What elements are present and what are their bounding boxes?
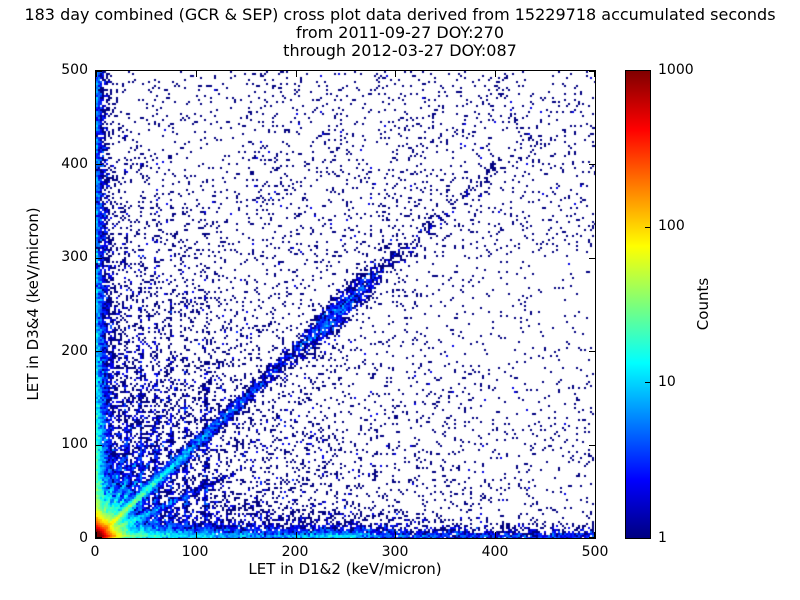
tick-mark: [589, 445, 595, 446]
figure-subtitle-through: through 2012-03-27 DOY:087: [283, 41, 517, 60]
x-axis-label: LET in D1&2 (keV/micron): [248, 560, 442, 578]
figure-subtitle-from: from 2011-09-27 DOY:270: [295, 23, 504, 42]
colorbar-tick-label: 10: [658, 374, 676, 390]
tick-mark: [96, 71, 97, 77]
tick-mark: [96, 71, 102, 72]
x-tick-label: 400: [481, 544, 509, 560]
tick-mark: [96, 537, 102, 538]
x-tick-label: 500: [581, 544, 609, 560]
y-tick-label: 300: [61, 249, 88, 265]
tick-mark: [96, 258, 102, 259]
tick-mark: [296, 532, 297, 538]
y-axis-label: LET in D3&4 (keV/micron): [24, 207, 42, 401]
tick-mark: [589, 351, 595, 352]
tick-mark: [495, 71, 496, 77]
colorbar-label: Counts: [694, 277, 712, 331]
tick-mark: [645, 382, 650, 383]
plot-area: [95, 70, 596, 539]
tick-mark: [395, 71, 396, 77]
x-tick-label: 100: [181, 544, 209, 560]
colorbar-tick-label: 100: [658, 218, 685, 234]
y-tick-label: 100: [61, 436, 88, 452]
tick-mark: [589, 537, 595, 538]
tick-mark: [96, 164, 102, 165]
tick-mark: [589, 71, 595, 72]
figure-title: 183 day combined (GCR & SEP) cross plot …: [24, 5, 776, 24]
colorbar: [625, 70, 651, 539]
x-tick-label: 200: [281, 544, 309, 560]
tick-mark: [495, 532, 496, 538]
x-tick-label: 300: [381, 544, 409, 560]
tick-mark: [96, 445, 102, 446]
tick-mark: [296, 71, 297, 77]
tick-mark: [96, 351, 102, 352]
tick-mark: [96, 532, 97, 538]
x-tick-label: 0: [90, 544, 100, 560]
tick-mark: [645, 227, 650, 228]
density-canvas: [96, 71, 595, 538]
tick-mark: [395, 532, 396, 538]
colorbar-tick-label: 1000: [658, 62, 694, 78]
tick-mark: [196, 532, 197, 538]
colorbar-tick-label: 1: [658, 530, 667, 546]
y-tick-label: 0: [79, 530, 88, 546]
colorbar-gradient: [626, 71, 650, 538]
tick-mark: [594, 71, 595, 77]
tick-mark: [589, 164, 595, 165]
tick-mark: [594, 532, 595, 538]
tick-mark: [196, 71, 197, 77]
y-tick-label: 500: [61, 62, 88, 78]
y-tick-label: 200: [61, 343, 88, 359]
y-tick-label: 400: [61, 156, 88, 172]
tick-mark: [589, 258, 595, 259]
